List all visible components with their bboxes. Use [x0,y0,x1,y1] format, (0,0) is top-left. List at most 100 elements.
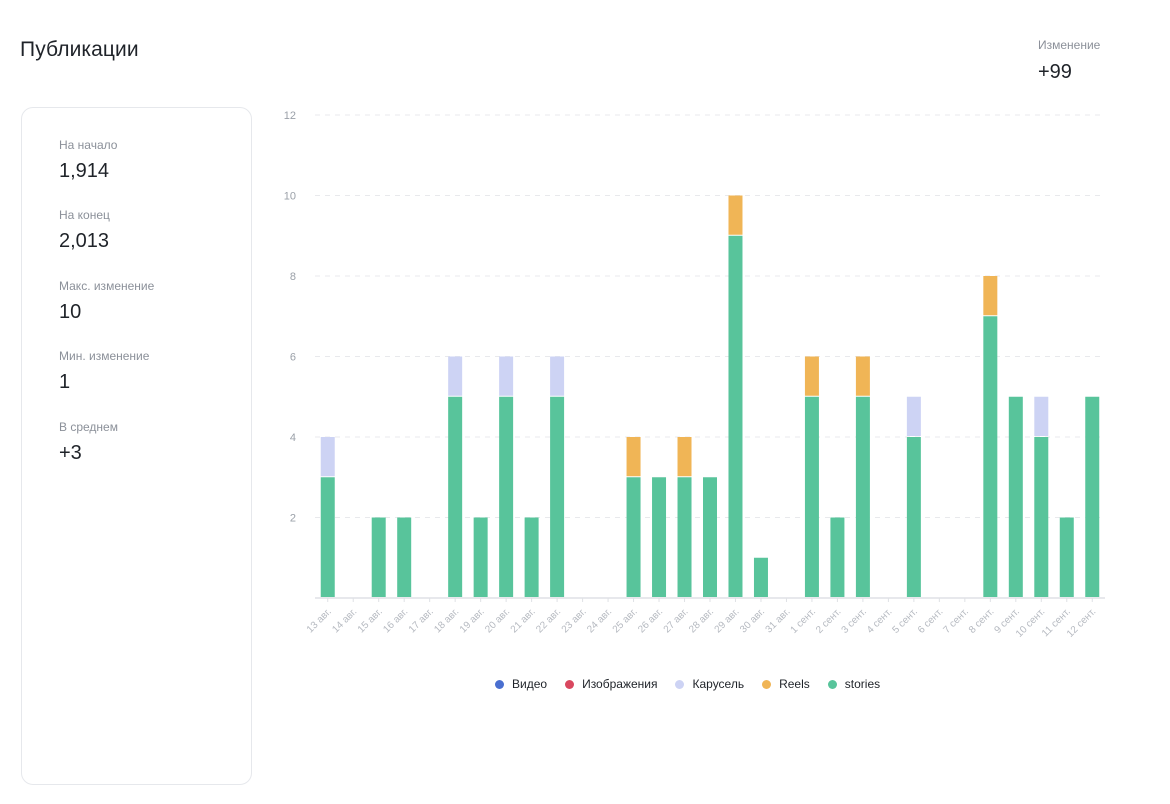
x-tick-label: 7 сент. [941,606,970,635]
bar-segment-stories[interactable] [550,396,565,597]
legend-item-reels[interactable]: Reels [762,677,810,691]
y-tick-label: 8 [290,271,296,283]
bar-segment-stories[interactable] [1059,517,1074,598]
bar-segment-stories[interactable] [804,396,819,597]
bar-segment-reels[interactable] [804,356,819,396]
x-tick-label: 6 сент. [916,606,945,635]
bar-segment-reels[interactable] [677,437,692,477]
stats-card: На начало 1,914 На конец 2,013 Макс. изм… [21,107,252,785]
bar-segment-stories[interactable] [473,517,488,598]
x-tick-label: 30 авг. [738,606,767,635]
legend-dot [762,679,772,689]
y-tick-label: 4 [290,432,296,444]
x-tick-label: 19 авг. [458,606,487,635]
bar-segment-stories[interactable] [524,517,539,598]
bar-segment-carousel[interactable] [448,356,463,396]
x-tick-label: 17 авг. [407,606,436,635]
stat-value: 2,013 [59,230,110,252]
stat-start: На начало 1,914 [59,138,117,183]
bar-segment-stories[interactable] [983,316,998,597]
legend-item-stories[interactable]: stories [827,677,881,691]
bar-segment-stories[interactable] [830,517,845,598]
y-tick-label: 6 [290,352,296,364]
bar-segment-stories[interactable] [626,477,641,597]
stat-label: На конец [59,208,110,222]
y-tick-label: 12 [284,110,296,122]
x-tick-label: 23 авг. [560,606,589,635]
x-tick-label: 16 авг. [381,606,410,635]
chart-legend: Видео Изображения Карусель Reels stories [495,677,880,691]
bar-segment-reels[interactable] [728,195,743,235]
legend-item-video[interactable]: Видео [495,677,547,691]
bar-segment-stories[interactable] [371,517,386,598]
legend-dot [675,679,685,689]
y-tick-label: 2 [290,513,296,525]
stat-min-change: Мин. изменение 1 [59,349,149,394]
bar-segment-stories[interactable] [855,396,870,597]
x-tick-label: 5 сент. [891,606,920,635]
page-title: Публикации [20,38,139,61]
x-tick-label: 24 авг. [585,606,614,635]
legend-dot [827,679,837,689]
stat-value: 1,914 [59,160,110,182]
stat-label: В среднем [59,420,118,434]
legend-label: Изображения [582,677,658,691]
x-tick-label: 29 авг. [713,606,742,635]
change-value: +99 [1038,61,1072,83]
change-label: Изменение [1038,38,1101,52]
change-summary: Изменение +99 [1038,38,1100,84]
bar-segment-carousel[interactable] [1034,396,1049,436]
x-tick-label: 25 авг. [611,606,640,635]
bar-segment-stories[interactable] [728,235,743,597]
legend-label: Видео [512,677,548,691]
bar-segment-stories[interactable] [906,437,921,597]
stat-label: Макс. изменение [59,279,155,293]
x-tick-label: 14 авг. [330,606,359,635]
bar-segment-carousel[interactable] [906,396,921,436]
x-tick-label: 8 сент. [967,606,996,635]
x-tick-label: 31 авг. [764,606,793,635]
stat-average: В среднем +3 [59,420,118,465]
stat-max-change: Макс. изменение 10 [59,279,154,324]
bar-segment-stories[interactable] [652,477,667,597]
x-tick-label: 2 сент. [814,606,843,635]
x-tick-label: 15 авг. [356,606,385,635]
bar-segment-stories[interactable] [397,517,412,598]
legend-label: Карусель [692,677,745,691]
bar-segment-stories[interactable] [499,396,514,597]
legend-label: Reels [779,677,810,691]
stat-value: 1 [59,371,71,393]
stat-end: На конец 2,013 [59,208,110,253]
bar-segment-stories[interactable] [1008,396,1023,597]
legend-dot [565,679,575,689]
x-tick-label: 13 авг. [305,606,334,635]
bar-segment-carousel[interactable] [550,356,565,396]
bar-segment-stories[interactable] [448,396,463,597]
stat-value: 10 [59,301,82,323]
x-tick-label: 3 сент. [840,606,869,635]
x-tick-label: 22 авг. [534,606,563,635]
stat-label: На начало [59,138,118,152]
bar-segment-stories[interactable] [1085,396,1100,597]
publications-bar-chart: 2 4 6 8 10 12 13 авг.14 авг.15 авг.16 авг.17 а… [284,110,1105,640]
legend-item-carousel[interactable]: Карусель [675,677,744,691]
bar-segment-reels[interactable] [855,356,870,396]
x-tick-label: 28 авг. [687,606,716,635]
bar-segment-carousel[interactable] [499,356,514,396]
bar-segment-stories[interactable] [753,557,768,597]
x-tick-label: 4 сент. [865,606,894,635]
bar-segment-stories[interactable] [677,477,692,597]
x-tick-label: 26 авг. [636,606,665,635]
stat-value: +3 [59,442,82,464]
legend-item-images[interactable]: Изображения [565,677,657,691]
x-tick-label: 20 авг. [483,606,512,635]
bar-segment-stories[interactable] [320,477,335,597]
legend-label: stories [844,677,881,691]
y-tick-label: 10 [284,191,296,203]
bar-segment-carousel[interactable] [320,437,335,477]
bar-segment-stories[interactable] [1034,437,1049,597]
x-tick-label: 21 авг. [509,606,538,635]
bar-segment-reels[interactable] [983,276,998,316]
bar-segment-reels[interactable] [626,437,641,477]
bar-segment-stories[interactable] [703,477,717,597]
